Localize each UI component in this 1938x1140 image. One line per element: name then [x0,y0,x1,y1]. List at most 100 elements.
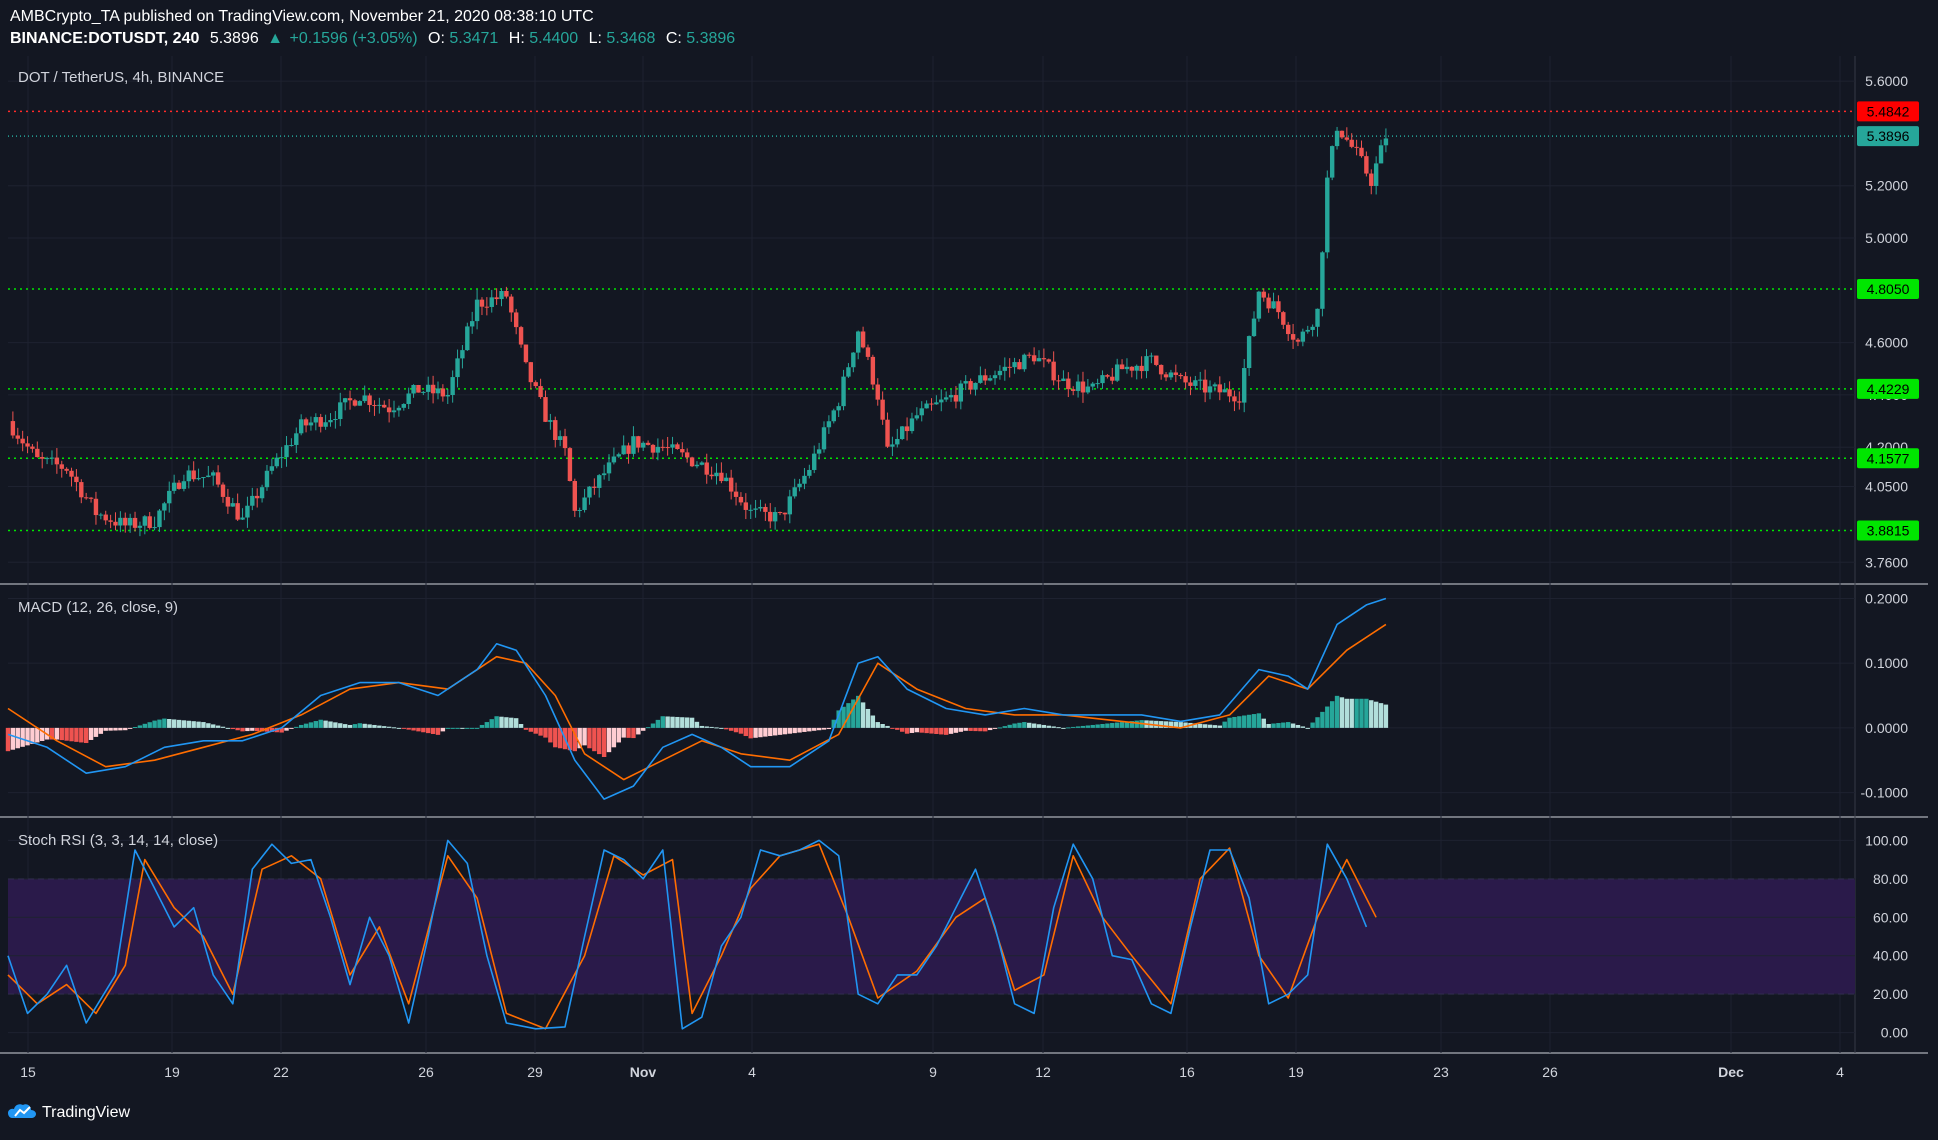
publisher-line: AMBCrypto_TA published on TradingView.co… [10,8,594,25]
candle-down [1056,380,1061,382]
macd-hist-bar [215,725,221,728]
macd-line [7,597,1387,800]
time-axis[interactable]: 15 19 22 26 29 Nov 4 9 12 16 19 23 26 Dec 4 [20,1064,1844,1080]
macd-hist-bar [455,727,460,729]
candle-down [20,438,25,444]
macd-hist-bar [1359,698,1364,728]
macd-hist-bar [557,727,563,749]
macd-hist-bar [548,727,553,743]
candle-down [1183,376,1188,383]
macd-hist-bar [772,727,778,736]
macd-hist-bar [333,722,338,728]
candle-up [338,402,343,420]
candle-down [1261,291,1266,298]
candle-down [1046,359,1051,362]
price-tick-label: 3.7600 [1865,554,1908,570]
macd-hist-bar [250,727,255,731]
macd-hist-bar [1173,721,1179,728]
tradingview-logo[interactable]: TradingView [8,1104,130,1121]
candle-down [430,384,436,394]
candle-up [816,449,822,454]
macd-axis[interactable]: 0.2000 0.1000 0.0000 -0.1000 [1861,590,1909,800]
macd-hist-bar [74,727,79,742]
macd-hist-bar [636,727,641,735]
candle-up [826,421,832,428]
price-tick-label: 4.6000 [1865,335,1908,351]
candle-down [1344,137,1350,140]
macd-hist-bar [201,722,206,728]
macd-hist-bar [1349,698,1354,728]
macd-hist-bar [10,727,16,750]
candle-up [289,444,294,446]
candle-down [684,452,690,458]
macd-hist-bar [831,719,836,728]
macd-hist-bar [5,727,11,752]
stoch-pane[interactable]: 100.00 80.00 60.00 40.00 20.00 0.00 Stoch RSI… [7,832,1908,1041]
candle-down [929,403,934,405]
macd-hist-bar [352,724,358,728]
candle-down [83,497,89,499]
macd-hist-bar [1261,718,1266,728]
price-axis[interactable]: 5.60005.20005.00004.60004.40004.20004.05… [1857,73,1919,570]
price-pane[interactable]: 5.60005.20005.00004.60004.40004.20004.05… [8,69,1919,570]
macd-hist-bar [1178,722,1183,728]
candle-down [235,503,240,520]
candle-up [1198,379,1203,381]
candle-up [1075,381,1081,391]
candle-up [1090,383,1095,387]
candle-up [250,495,255,506]
candle-down [108,520,113,522]
macd-hist-bar [641,727,646,731]
candle-up [426,384,431,392]
candle-down [904,426,910,432]
candle-up [714,472,719,477]
candle-up [206,475,211,478]
macd-hist-bar [1066,727,1071,729]
candle-up [1320,252,1325,309]
high-value: 5.4400 [529,30,578,47]
candle-down [665,447,670,449]
macd-hist-bar [719,727,724,729]
macd-hist-bar [162,718,167,728]
stoch-axis[interactable]: 100.00 80.00 60.00 40.00 20.00 0.00 [1865,832,1908,1040]
candle-up [597,475,602,488]
macd-hist-bar [411,727,416,731]
time-tick-label: 15 [20,1064,36,1080]
macd-hist-bar [870,715,876,728]
macd-hist-bar [582,727,587,746]
macd-hist-bar [196,721,201,728]
macd-hist-bar [1378,703,1384,728]
macd-hist-bar [108,727,113,731]
price-tick-label: 5.0000 [1865,230,1908,246]
macd-lines [7,597,1387,800]
candle-down [704,462,709,475]
last-price-text: 5.3896 [210,30,259,47]
candle-down [1119,364,1125,370]
macd-hist-bar [421,727,426,733]
candle-down [768,511,773,522]
macd-hist-bar [587,727,592,749]
candle-down [1027,354,1032,356]
macd-hist-bar [914,727,920,733]
candle-down [367,395,372,406]
time-tick-label: 22 [273,1064,289,1080]
macd-hist-bar [1290,723,1296,728]
macd-hist-bar [391,727,397,729]
macd-hist-bar [1100,724,1105,728]
brand-text: TradingView [42,1104,130,1121]
candle-up [616,454,621,457]
candle-down [1276,301,1281,313]
candle-up [621,445,626,455]
candle-up [1305,329,1310,332]
candle-up [245,505,250,518]
macd-pane[interactable]: 0.2000 0.1000 0.0000 -0.1000 MACD (12, 26, … [5,590,1909,801]
candle-up [1373,163,1379,186]
candle-up [1271,301,1276,309]
candle-up [201,477,206,479]
macd-hist-bar [264,727,270,732]
macd-hist-bar [758,727,763,738]
macd-hist-bar [25,727,30,746]
candle-up [948,395,954,398]
candle-down [54,457,60,465]
